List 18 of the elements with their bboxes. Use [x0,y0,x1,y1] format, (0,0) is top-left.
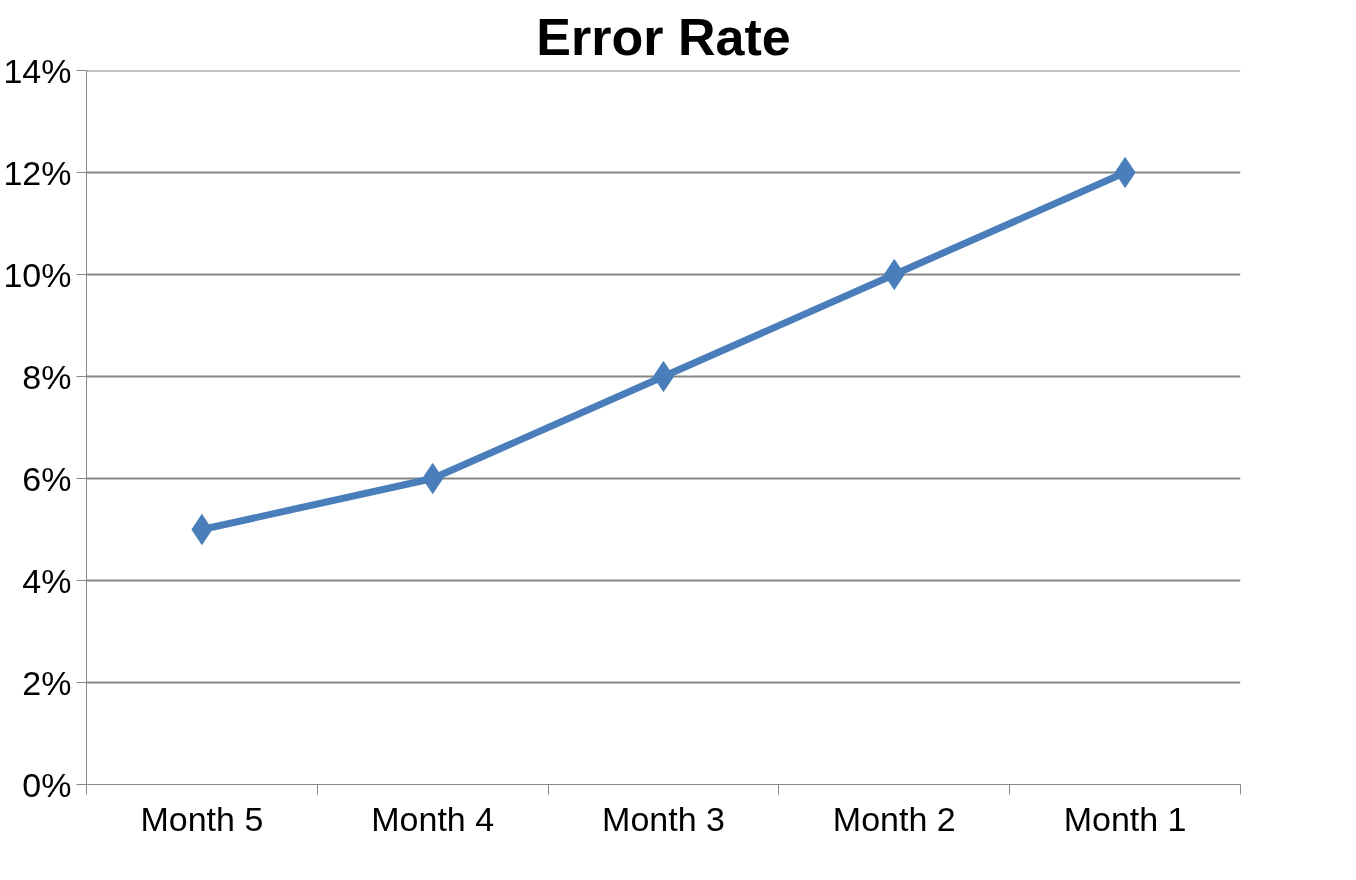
x-tick-label: Month 3 [602,799,725,838]
point [883,259,905,290]
y-tick-label: 2% [22,663,72,702]
x-tick-label: Month 4 [371,799,495,838]
point [1114,157,1136,188]
x-tick-label: Month 2 [832,799,956,838]
chart-title: Error Rate [536,7,791,66]
y-tick-label: 4% [22,561,72,600]
x-tick-label: Month 1 [1063,799,1187,838]
y-tick-label: 14% [3,51,72,90]
y-tick-label: 6% [22,459,72,498]
x-tick-label: Month 5 [140,799,264,838]
y-tick-label: 8% [22,357,72,396]
point [191,514,213,545]
y-tick-label: 12% [3,153,72,192]
y-tick-label: 10% [3,255,72,294]
point [422,463,444,494]
y-tick-label: 0% [22,765,72,804]
